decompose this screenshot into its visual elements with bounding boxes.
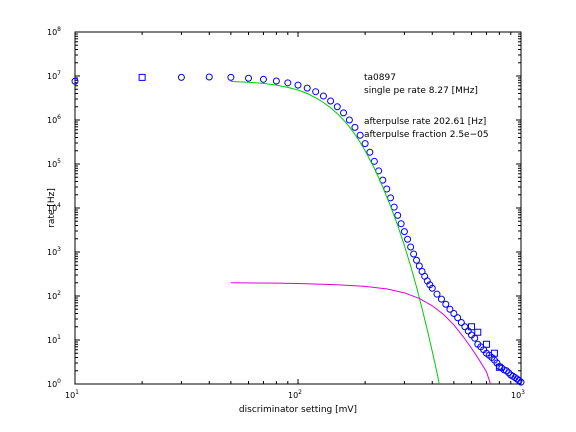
data-point-circle [517, 378, 525, 386]
y-tick-label: 100 [47, 378, 61, 389]
y-tick-label: 104 [47, 202, 61, 213]
data-point-circle [245, 74, 253, 82]
data-point-circle [397, 220, 405, 228]
data-point-circle [400, 228, 408, 236]
data-point-square [468, 323, 476, 331]
data-point-circle [333, 103, 341, 111]
data-point-circle [428, 284, 436, 292]
data-point-circle [446, 305, 454, 313]
annotation-afterpulse-fraction: afterpulse fraction 2.5e−05 [364, 130, 489, 140]
data-point-circle [404, 235, 412, 243]
annotation-block: ta0897 single pe rate 8.27 [MHz] afterpu… [364, 73, 489, 140]
y-tick-exponent: 4 [57, 202, 61, 209]
data-point-circle [303, 84, 311, 92]
data-point-circle [351, 123, 359, 131]
annotation-single-pe-rate: single pe rate 8.27 [MHz] [364, 86, 478, 96]
data-point-circle [272, 77, 280, 85]
data-point-circle [327, 97, 335, 105]
y-axis-label: rate [Hz] [47, 188, 57, 228]
data-point-circle [410, 250, 418, 258]
data-point-circle [415, 262, 423, 270]
series-line-2 [230, 81, 440, 385]
data-point-circle [461, 323, 469, 331]
data-point-circle [284, 79, 292, 87]
y-tick-exponent: 8 [57, 26, 61, 33]
y-tick-label: 101 [47, 334, 61, 345]
y-tick-exponent: 2 [57, 290, 61, 297]
data-point-circle [345, 116, 353, 124]
data-point-circle [205, 73, 213, 81]
data-point-circle [437, 295, 445, 303]
y-tick-label: 102 [47, 290, 61, 301]
data-point-circle [294, 81, 302, 89]
data-point-circle [312, 88, 320, 96]
plot-area [74, 31, 522, 385]
data-point-square [495, 363, 503, 371]
data-point-circle [413, 256, 421, 264]
y-tick-exponent: 6 [57, 114, 61, 121]
data-point-circle [319, 92, 327, 100]
data-point-circle [502, 367, 510, 375]
data-point-circle [426, 281, 434, 289]
data-point-circle [361, 140, 369, 148]
data-point-square [474, 328, 482, 336]
data-point-circle [493, 359, 501, 367]
data-point-circle [370, 157, 378, 165]
y-tick-label: 107 [47, 70, 61, 81]
series-line-3 [230, 282, 491, 385]
data-point-circle [433, 290, 441, 298]
x-tick-label: 103 [511, 389, 525, 400]
data-point-circle [515, 377, 523, 385]
data-point-circle [356, 131, 364, 139]
data-point-circle [407, 243, 415, 251]
data-point-square [490, 349, 498, 357]
data-point-circle [259, 75, 267, 83]
data-point-circle [457, 318, 465, 326]
data-point-circle [505, 369, 513, 377]
data-point-circle [340, 109, 348, 117]
x-tick-label: 102 [288, 389, 302, 400]
annotation-run-id: ta0897 [364, 73, 396, 83]
y-tick-exponent: 3 [57, 246, 61, 253]
y-tick-exponent: 0 [57, 378, 61, 385]
y-tick-exponent: 1 [57, 334, 61, 341]
x-tick-exponent: 1 [75, 389, 79, 396]
y-tick-label: 108 [47, 26, 61, 37]
x-tick-label: 101 [65, 389, 79, 400]
x-tick-exponent: 2 [298, 389, 302, 396]
y-tick-label: 105 [47, 158, 61, 169]
data-point-circle [366, 148, 374, 156]
y-tick-exponent: 5 [57, 158, 61, 165]
y-tick-label: 103 [47, 246, 61, 257]
data-point-circle [177, 73, 185, 81]
y-tick-label: 106 [47, 114, 61, 125]
data-point-square [138, 73, 146, 81]
data-point-circle [394, 211, 402, 219]
x-axis-label: discriminator setting [mV] [239, 405, 357, 415]
data-point-circle [442, 300, 450, 308]
annotation-afterpulse-rate: afterpulse rate 202.61 [Hz] [364, 117, 486, 127]
x-tick-exponent: 3 [521, 389, 525, 396]
series-layer [71, 73, 525, 386]
data-point-square [482, 340, 490, 348]
data-point-circle [450, 310, 458, 318]
data-point-circle [454, 314, 462, 322]
data-point-circle [227, 73, 235, 81]
data-point-circle [71, 77, 79, 85]
y-tick-exponent: 7 [57, 70, 61, 77]
